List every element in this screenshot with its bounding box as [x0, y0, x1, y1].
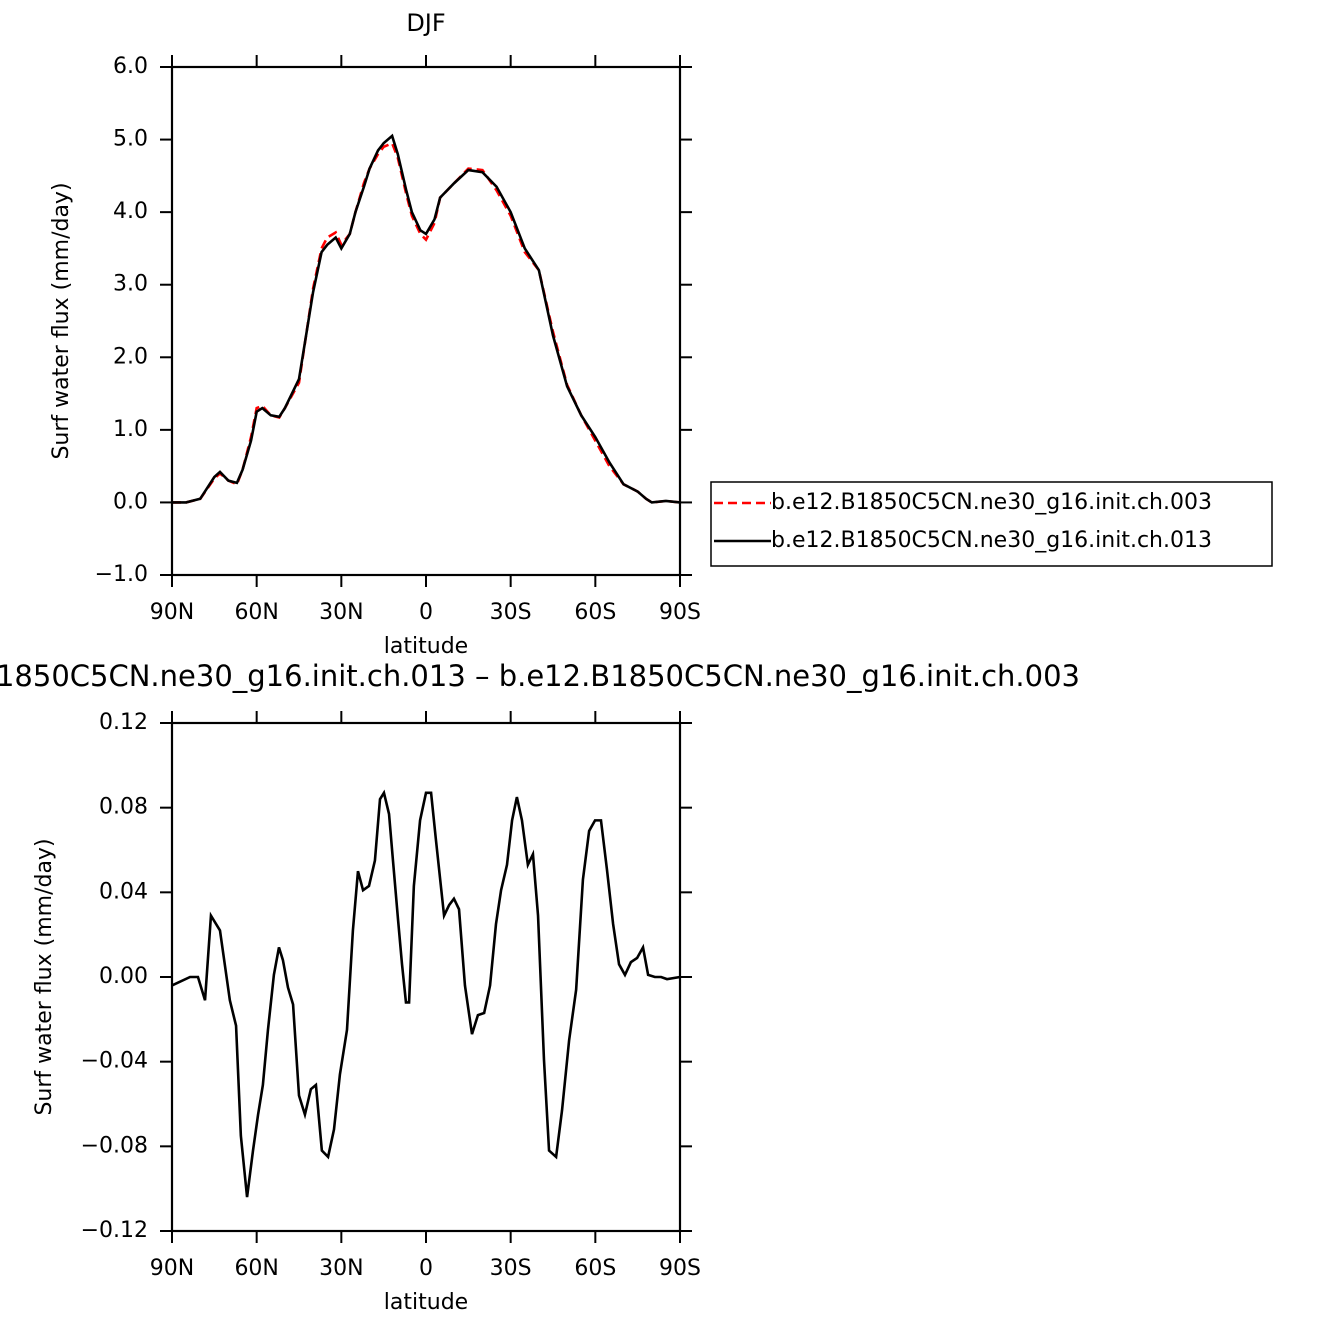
x-axis-label: latitude — [384, 634, 468, 659]
x-tick-label: 60N — [234, 1256, 278, 1281]
x-axis-label: latitude — [384, 1290, 468, 1315]
y-tick-label: −1.0 — [95, 562, 148, 587]
data-line — [171, 789, 681, 1198]
data-line — [172, 133, 681, 504]
x-tick-label: 90N — [150, 600, 194, 625]
x-tick-label: 30N — [319, 600, 363, 625]
x-tick-label: 90S — [659, 600, 701, 625]
plot-frame — [170, 65, 682, 577]
y-tick-label: 3.0 — [113, 272, 148, 297]
x-tick-label: 90S — [659, 1256, 701, 1281]
y-tick-label: −0.08 — [81, 1133, 148, 1158]
legend-label: b.e12.B1850C5CN.ne30_g16.init.ch.003 — [771, 490, 1212, 515]
chart-title: DJF — [406, 9, 445, 37]
chart-title: b.e12.B1850C5CN.ne30_g16.init.ch.013 – b… — [0, 659, 1080, 693]
y-tick-label: 0.12 — [99, 710, 148, 735]
y-tick-label: 6.0 — [113, 54, 148, 79]
x-tick-label: 30S — [490, 600, 532, 625]
x-tick-label: 60S — [574, 1256, 616, 1281]
y-tick-label: 0.00 — [99, 964, 148, 989]
y-tick-label: 0.08 — [99, 795, 148, 820]
y-tick-label: −0.12 — [81, 1218, 148, 1243]
y-axis-label: Surf water flux (mm/day) — [32, 838, 57, 1115]
x-tick-label: 60N — [234, 600, 278, 625]
x-tick-label: 0 — [419, 1256, 433, 1281]
plot-frame — [170, 721, 682, 1233]
y-tick-label: 1.0 — [113, 417, 148, 442]
legend-box — [710, 481, 1273, 567]
x-tick-label: 0 — [419, 600, 433, 625]
y-tick-label: 5.0 — [113, 127, 148, 152]
y-tick-label: 0.04 — [99, 879, 148, 904]
y-tick-label: −0.04 — [81, 1049, 148, 1074]
legend-label: b.e12.B1850C5CN.ne30_g16.init.ch.013 — [771, 528, 1212, 553]
x-tick-label: 60S — [574, 600, 616, 625]
y-tick-label: 2.0 — [113, 344, 148, 369]
y-tick-label: 4.0 — [113, 199, 148, 224]
y-axis-label: Surf water flux (mm/day) — [49, 182, 74, 459]
x-tick-label: 30N — [319, 1256, 363, 1281]
x-tick-label: 30S — [490, 1256, 532, 1281]
y-tick-label: 0.0 — [113, 489, 148, 514]
x-tick-label: 90N — [150, 1256, 194, 1281]
